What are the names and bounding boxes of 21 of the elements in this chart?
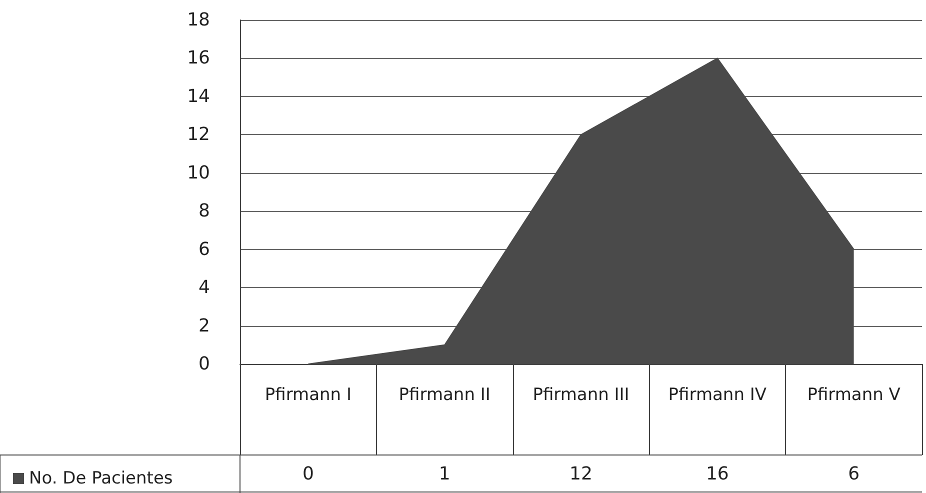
data-label: 16	[706, 464, 729, 484]
y-tick-label: 4	[198, 277, 210, 298]
y-tick-label: 0	[198, 354, 210, 374]
legend-label: No. De Pacientes	[29, 468, 173, 488]
data-label: 1	[438, 464, 450, 484]
y-tick-label: 18	[187, 10, 210, 30]
x-tick-label: Pfirmann II	[398, 385, 490, 405]
y-tick-label: 2	[198, 315, 210, 336]
data-label: 12	[570, 464, 592, 484]
x-tick-label: Pfirmann III	[532, 385, 630, 405]
y-tick-label: 12	[187, 124, 210, 146]
y-tick-label: 6	[198, 238, 210, 260]
y-tick-label: 16	[187, 48, 210, 69]
x-tick-label: Pfirmann V	[807, 385, 901, 405]
y-tick-label: 14	[187, 86, 210, 107]
data-label: 6	[848, 464, 860, 484]
data-label: 0	[302, 464, 314, 484]
x-tick-label: Pfirmann I	[264, 385, 352, 405]
x-tick-label: Pfirmann IV	[668, 385, 767, 405]
y-tick-label: 10	[187, 162, 210, 184]
y-tick-label: 8	[198, 200, 210, 222]
